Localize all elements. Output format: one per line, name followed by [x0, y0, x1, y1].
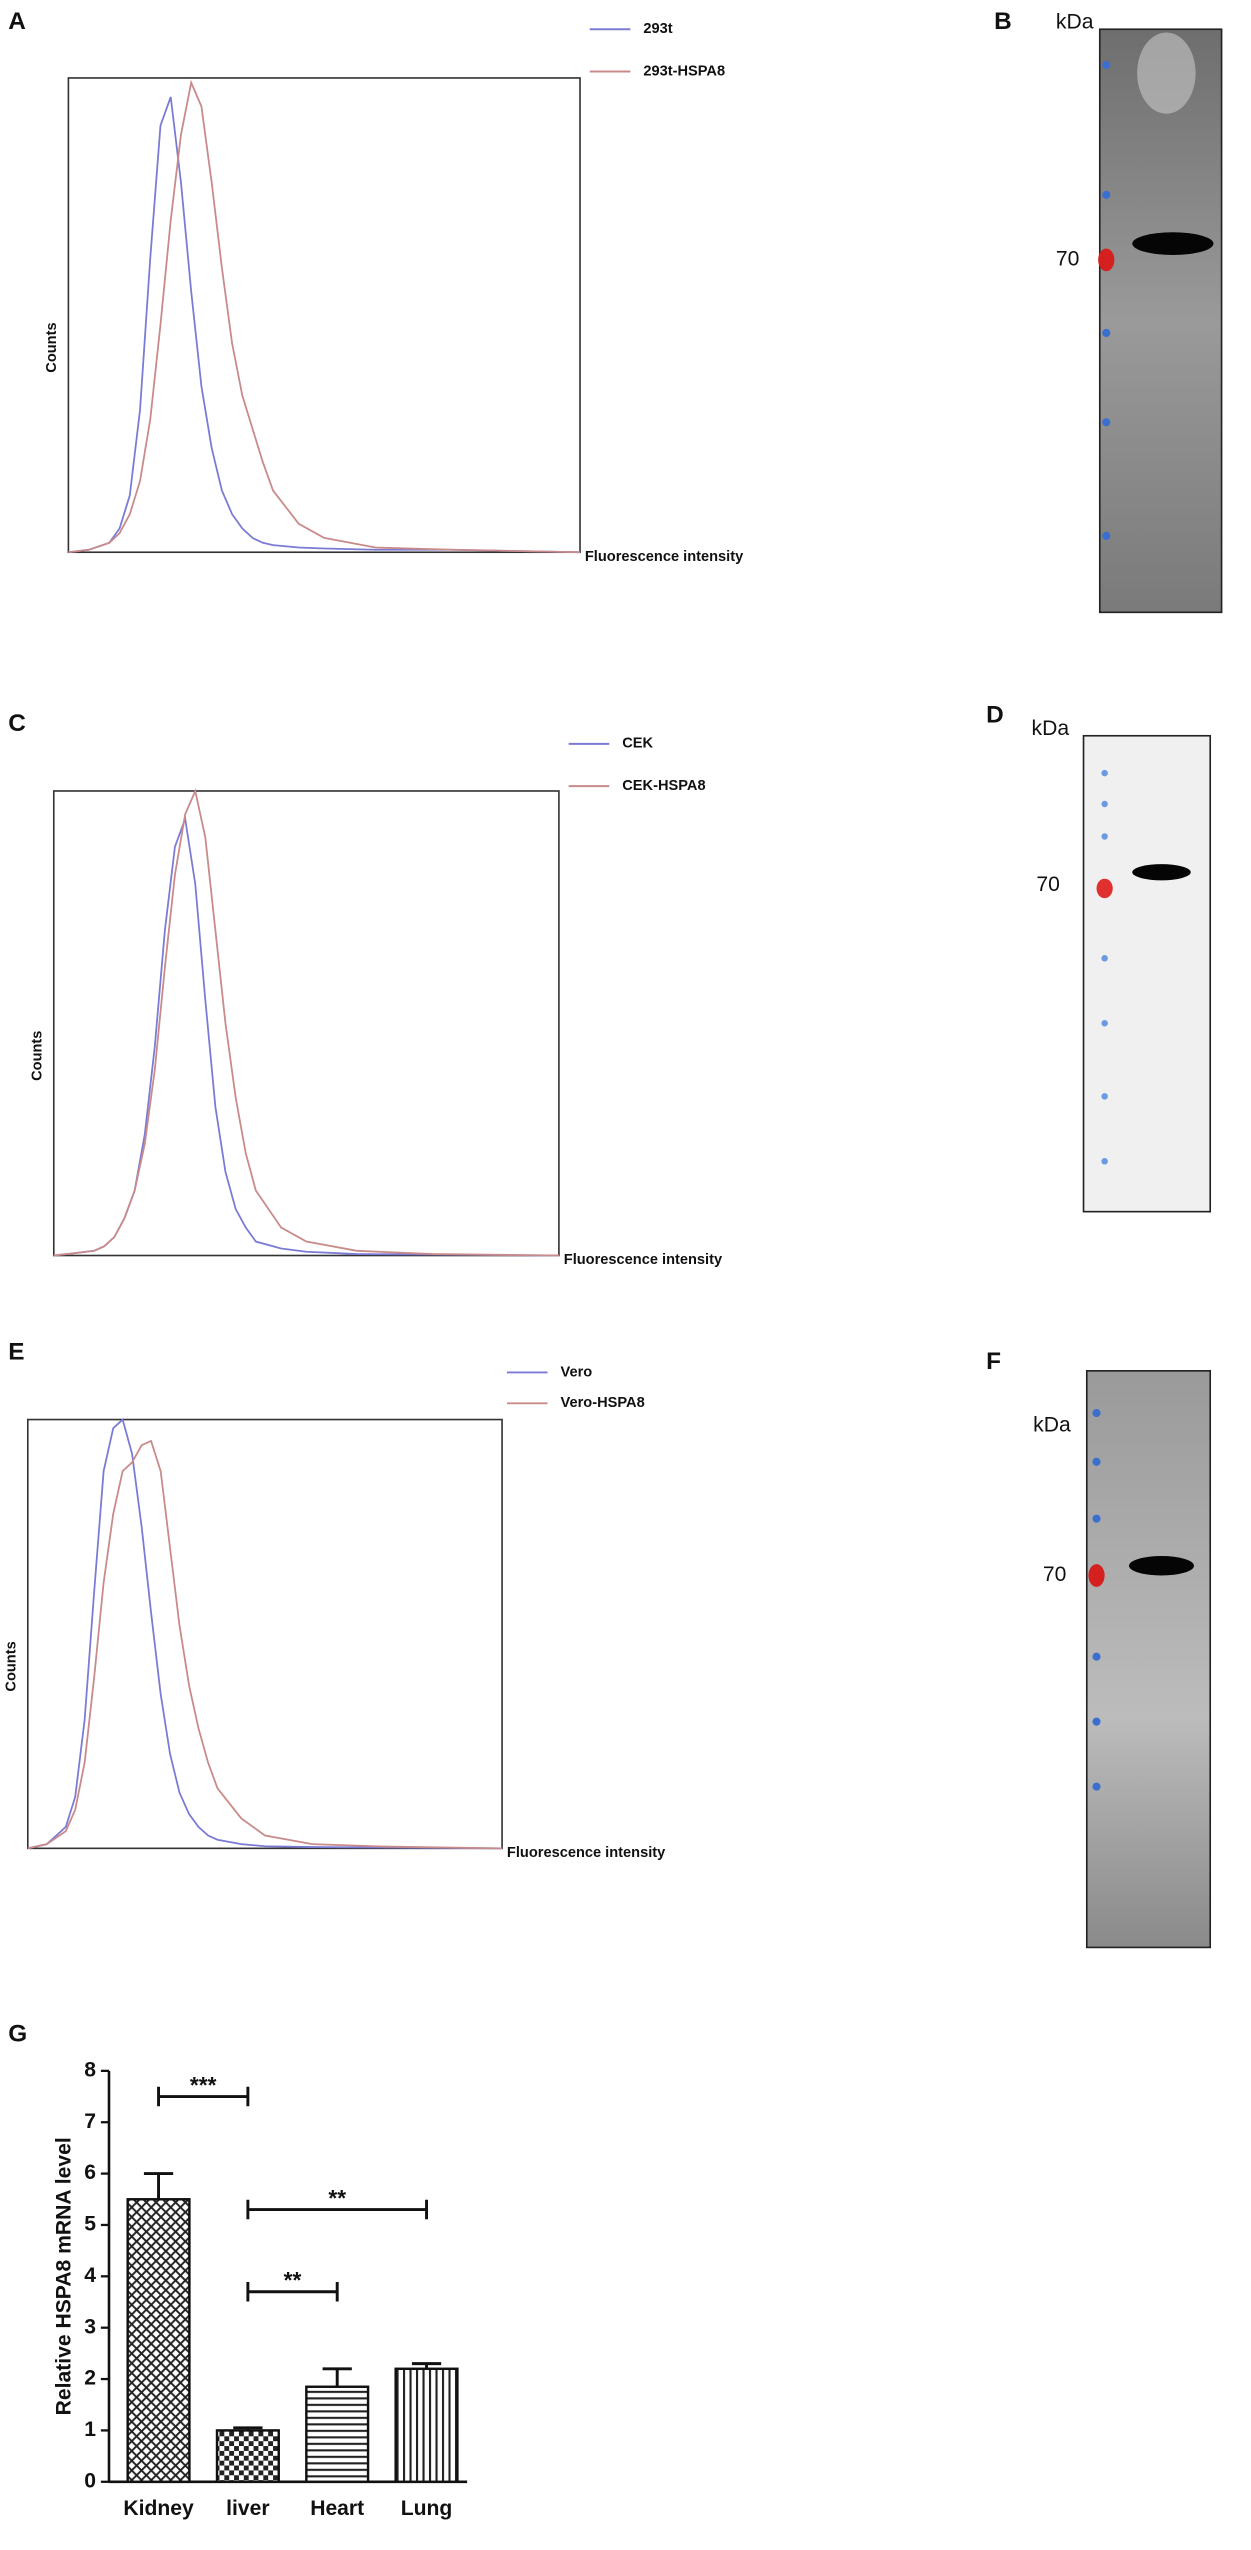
error-bar: [233, 2426, 263, 2431]
y-axis-label: Counts: [44, 322, 60, 372]
error-bar: [322, 2367, 352, 2387]
x-axis-label: Fluorescence intensity: [507, 1845, 666, 1861]
panel-letter: G: [8, 2021, 27, 2048]
y-tick-label: 7: [84, 2110, 96, 2133]
blot-membrane: [1098, 28, 1223, 614]
x-axis-label: Fluorescence intensity: [585, 549, 744, 565]
unit-label: kDa: [1033, 1414, 1071, 1437]
ladder: [1092, 1408, 1101, 1791]
significance-bracket: [246, 2281, 339, 2302]
legend-label: Vero: [561, 1364, 593, 1380]
marker-label: 70: [1043, 1563, 1066, 1586]
x-tick-label: liver: [226, 2497, 269, 2520]
blot-membrane: [1082, 734, 1212, 1213]
y-tick-label: 8: [84, 2058, 96, 2081]
bar: [305, 2385, 370, 2484]
panel-letter: D: [986, 702, 1004, 729]
y-axis-label: Counts: [29, 1031, 45, 1081]
panel-letter: B: [994, 8, 1012, 35]
x-tick-label: Lung: [401, 2497, 453, 2520]
y-tick-label: 2: [84, 2367, 96, 2390]
bar: [215, 2429, 280, 2484]
y-tick-label: 6: [84, 2161, 96, 2184]
y-tick-label: 3: [84, 2315, 96, 2338]
curve: [27, 1417, 503, 1850]
ladder: [1101, 769, 1108, 1165]
y-tick-label: 4: [84, 2264, 96, 2287]
curve: [68, 96, 581, 554]
curve: [27, 1439, 503, 1850]
curve: [53, 788, 559, 1257]
significance-label: **: [284, 2267, 302, 2293]
blot-smear: [1137, 32, 1196, 114]
significance-label: ***: [190, 2072, 217, 2098]
panel-letter: C: [8, 710, 26, 737]
y-axis-label: Relative HSPA8 mRNA level: [53, 2137, 76, 2415]
x-tick-label: Heart: [310, 2497, 364, 2520]
y-tick-label: 0: [84, 2469, 96, 2492]
bar: [394, 2367, 459, 2484]
error-bar: [411, 2362, 442, 2369]
legend-label: CEK-HSPA8: [622, 778, 705, 794]
plot-frame: [67, 77, 581, 554]
y-axis-label: Counts: [3, 1641, 19, 1691]
panel-letter: E: [8, 1338, 24, 1365]
x-tick-label: Kidney: [123, 2497, 194, 2520]
ladder: [1102, 60, 1111, 541]
plot-frame: [26, 1418, 503, 1850]
curve: [68, 79, 581, 554]
legend-label: 293t-HSPA8: [643, 63, 725, 79]
significance-bracket: [157, 2086, 250, 2107]
panel-letter: F: [986, 1348, 1001, 1375]
blot-membrane: [1085, 1370, 1212, 1949]
significance-bracket: [246, 2199, 428, 2220]
y-tick-label: 5: [84, 2213, 96, 2236]
error-bar: [143, 2172, 174, 2200]
plot-frame: [52, 790, 560, 1257]
band: [1132, 864, 1191, 881]
ladder-70: [1096, 878, 1113, 899]
legend-label: Vero-HSPA8: [561, 1395, 645, 1411]
marker-label: 70: [1056, 247, 1079, 270]
legend-label: CEK: [622, 736, 653, 752]
legend-label: 293t: [643, 21, 672, 37]
unit-label: kDa: [1032, 717, 1070, 740]
unit-label: kDa: [1056, 10, 1094, 33]
y-tick-label: 1: [84, 2418, 96, 2441]
curve: [53, 815, 559, 1257]
panel-letter: A: [8, 8, 26, 35]
marker-label: 70: [1036, 873, 1059, 896]
ladder-70: [1098, 248, 1115, 272]
band: [1129, 1555, 1194, 1576]
x-axis-label: Fluorescence intensity: [564, 1252, 723, 1268]
band: [1132, 232, 1214, 255]
bar: [126, 2198, 191, 2484]
significance-label: **: [328, 2185, 346, 2211]
ladder-70: [1088, 1564, 1105, 1587]
